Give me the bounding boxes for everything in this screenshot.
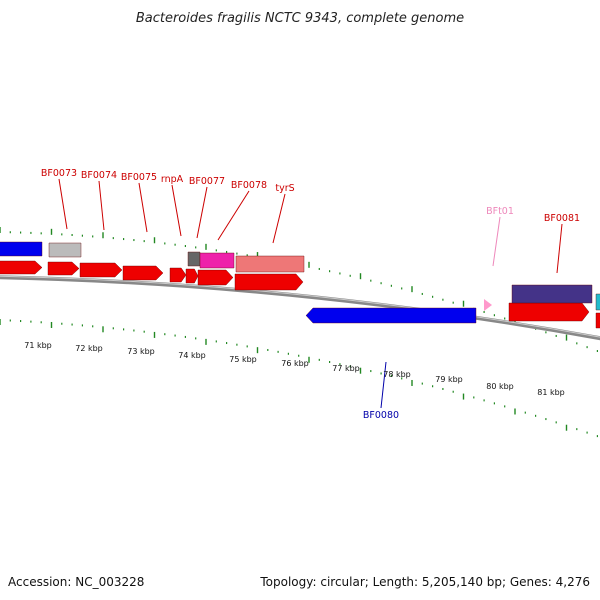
cds-feature	[122, 265, 164, 281]
label-leader-line	[380, 361, 387, 409]
grey-feature	[187, 251, 201, 267]
cyan-feature	[595, 293, 600, 311]
cds-feature	[169, 267, 187, 283]
kbp-tick-label: 72 kbp	[75, 344, 103, 353]
kbp-tick-label: 74 kbp	[178, 351, 206, 360]
accession-text: Accession: NC_003228	[8, 575, 144, 589]
gene-label: BF0075	[121, 172, 157, 183]
kbp-tick-label: 75 kbp	[229, 355, 257, 364]
genome-stats-text: Topology: circular; Length: 5,205,140 bp…	[259, 575, 590, 589]
gene-label: BFt01	[486, 206, 514, 217]
inner-tick-track	[0, 319, 599, 438]
label-leader-line	[217, 190, 250, 241]
kbp-tick-label: 78 kbp	[383, 370, 411, 379]
cds-feature	[47, 261, 80, 276]
cds-feature	[185, 268, 199, 284]
label-leader-line	[272, 193, 286, 244]
cds-feature	[508, 302, 590, 322]
navy-feature	[511, 284, 593, 304]
kbp-tick-label: 81 kbp	[537, 388, 565, 397]
gene-label: rnpA	[161, 174, 184, 185]
cds-feature	[234, 273, 304, 291]
kbp-tick-label: 71 kbp	[24, 341, 52, 350]
gene-labels: BF0073 BF0074 BF0075 rnpA BF0077 BF0078 tyrS BF…	[41, 168, 580, 421]
cds-feature	[0, 260, 43, 275]
magenta-feature	[199, 252, 235, 269]
cds-feature	[595, 312, 600, 329]
cds-feature	[197, 269, 234, 286]
gene-label: tyrS	[275, 183, 294, 194]
gene-label: BF0074	[81, 170, 117, 181]
map-title: Bacteroides fragilis NCTC 9343, complete…	[136, 11, 464, 26]
genome-backbone-highlight	[0, 275, 600, 338]
kbp-tick-label: 77 kbp	[332, 364, 360, 373]
label-leader-line	[98, 180, 105, 231]
gene-label: BF0080	[363, 410, 399, 421]
genome-backbone	[0, 275, 600, 341]
label-leader-line	[171, 184, 182, 237]
kbp-tick-label: 73 kbp	[127, 347, 155, 356]
kbp-labels: 71 kbp 72 kbp 73 kbp 74 kbp 75 kbp 76 kbp 77 k…	[24, 341, 565, 397]
blue-feature	[0, 241, 43, 257]
gene-label: BF0077	[189, 176, 225, 187]
gene-label: BF0078	[231, 180, 267, 191]
gene-label: BF0081	[544, 213, 580, 224]
kbp-tick-label: 80 kbp	[486, 382, 514, 391]
label-leader-line	[196, 186, 208, 239]
label-leaders	[58, 178, 563, 409]
trna-feature	[484, 299, 492, 311]
label-leader-line	[492, 216, 501, 267]
salmon-feature	[235, 255, 305, 273]
outer-tick-track	[0, 227, 599, 353]
gene-label: BF0073	[41, 168, 77, 179]
label-leader-line	[556, 223, 563, 274]
kbp-tick-label: 79 kbp	[435, 375, 463, 384]
feature-track	[0, 241, 600, 329]
grey-feature	[48, 242, 82, 258]
bf0080-feature	[305, 307, 477, 324]
label-leader-line	[138, 182, 148, 233]
kbp-tick-label: 76 kbp	[281, 359, 309, 368]
label-leader-line	[58, 178, 68, 230]
cds-feature	[79, 262, 123, 278]
